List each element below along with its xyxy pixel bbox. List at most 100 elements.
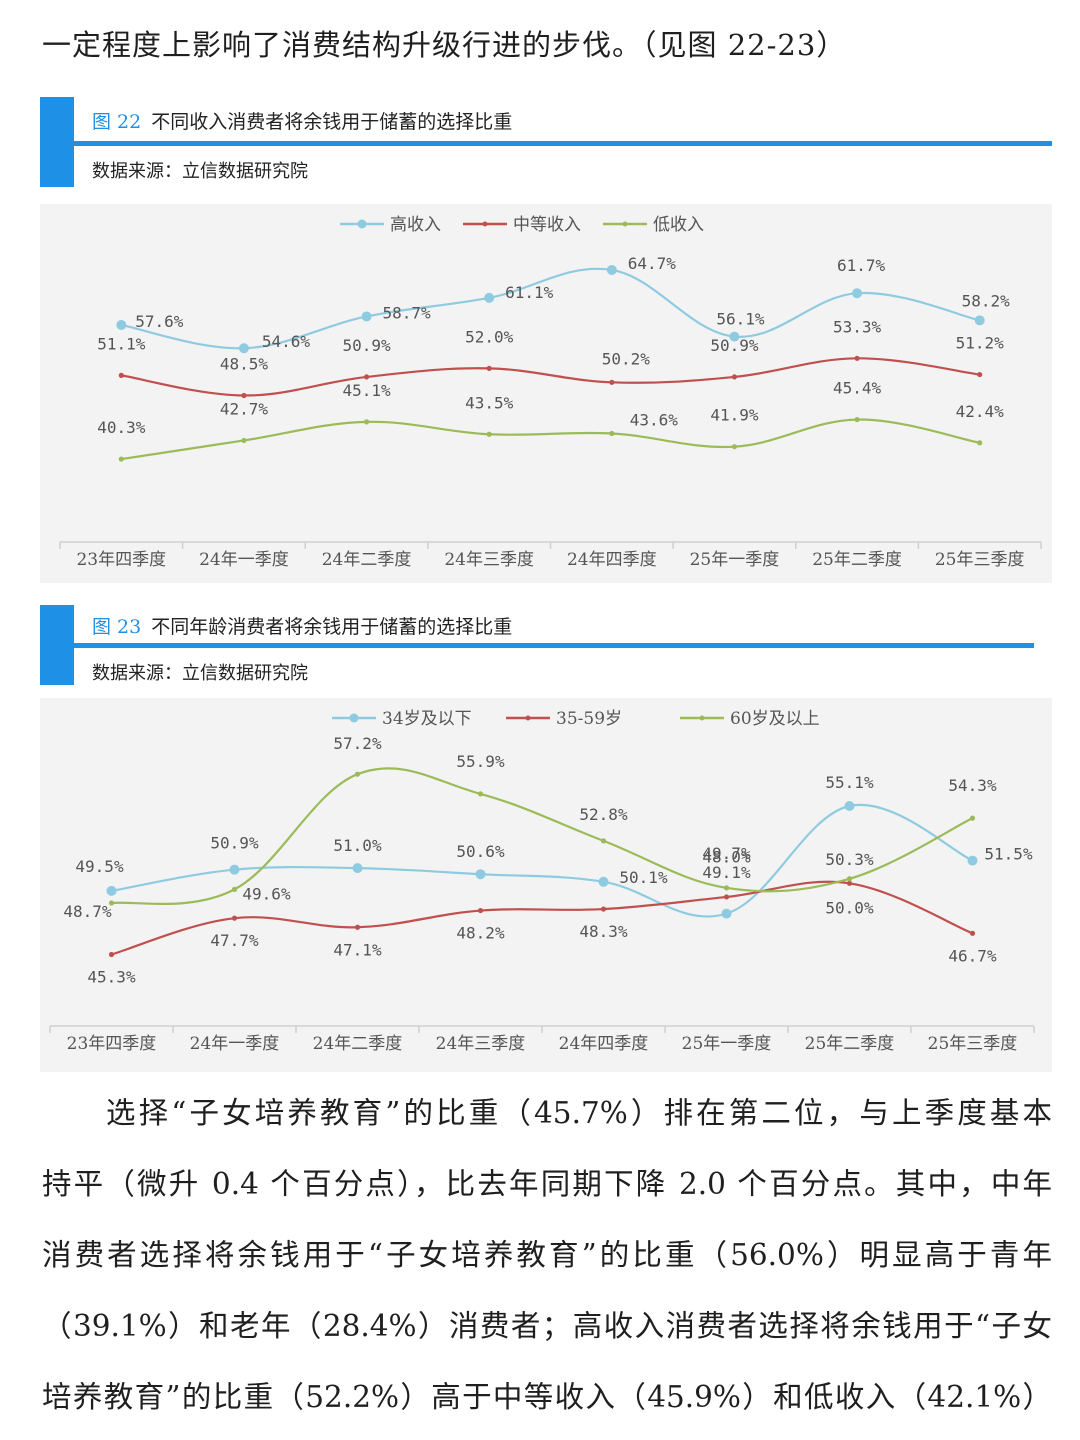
- data-label: 40.3%: [97, 418, 146, 437]
- x-tick-label: 25年一季度: [690, 550, 780, 570]
- legend-item: 35-59岁: [506, 709, 622, 729]
- data-label: 42.7%: [220, 399, 269, 418]
- data-label: 45.4%: [833, 379, 882, 398]
- data-point: [241, 392, 247, 399]
- data-label: 50.0%: [825, 898, 874, 917]
- data-point: [475, 869, 486, 880]
- x-tick-label: 24年四季度: [559, 1034, 649, 1054]
- data-label: 45.1%: [342, 381, 391, 400]
- x-tick-label: 24年三季度: [436, 1034, 526, 1054]
- x-tick-label: 24年四季度: [567, 550, 657, 570]
- body-paragraph: 选择“子女培养教育”的比重（45.7%）排在第二位，与上季度基本 持平（微升 0…: [42, 1078, 1052, 1433]
- legend-item: 34岁及以下: [332, 709, 472, 729]
- data-label: 51.5%: [984, 845, 1033, 864]
- data-point: [846, 876, 853, 882]
- data-point: [598, 876, 609, 887]
- data-label: 49.7%: [702, 844, 751, 863]
- legend-item: 中等收入: [463, 215, 581, 235]
- x-tick-label: 25年三季度: [928, 1034, 1018, 1054]
- data-label: 51.0%: [333, 836, 382, 855]
- x-tick-label: 25年三季度: [935, 550, 1025, 570]
- data-label: 58.7%: [382, 303, 431, 322]
- legend-label: 34岁及以下: [382, 709, 472, 729]
- data-point: [118, 372, 124, 378]
- series-line: [121, 418, 980, 461]
- x-tick-label: 25年一季度: [682, 1034, 772, 1054]
- intro-line: 一定程度上影响了消费结构升级行进的步伐。（见图 22-23）: [42, 28, 847, 62]
- data-point: [354, 771, 361, 777]
- series-line: [121, 357, 980, 397]
- data-point: [486, 365, 492, 371]
- legend-label: 高收入: [390, 215, 441, 235]
- data-label: 61.1%: [505, 283, 554, 302]
- figure-22-source: 数据来源：立信数据研究院: [92, 161, 308, 182]
- data-label: 48.0%: [702, 848, 751, 867]
- data-label: 50.1%: [619, 868, 668, 887]
- figure-rule: [74, 141, 1052, 146]
- data-point: [241, 437, 247, 444]
- data-label: 47.1%: [333, 940, 382, 959]
- data-point: [106, 885, 117, 896]
- data-label: 49.1%: [702, 863, 751, 882]
- data-label: 57.2%: [333, 734, 382, 753]
- data-label: 54.3%: [948, 776, 997, 795]
- data-label: 48.5%: [220, 355, 269, 374]
- data-label: 52.8%: [579, 805, 628, 824]
- data-point: [723, 894, 730, 900]
- data-label: 50.6%: [456, 842, 505, 861]
- chart-23: 23年四季度 24年一季度 24年二季度 24年三季度 24年四季度 25年一季度 25年二…: [40, 698, 1052, 1072]
- data-label: 50.2%: [602, 349, 651, 368]
- legend-label: 低收入: [653, 215, 704, 235]
- paragraph-line: 消费者选择将余钱用于“子女培养教育”的比重（56.0%）明显高于青年: [42, 1238, 1052, 1272]
- data-label: 48.2%: [456, 924, 505, 943]
- data-label: 61.7%: [837, 256, 886, 275]
- legend-swatch-marker: [525, 715, 531, 721]
- legend-label: 35-59岁: [556, 709, 622, 729]
- data-point: [229, 864, 240, 875]
- data-label: 52.0%: [465, 327, 514, 346]
- data-label: 56.1%: [716, 310, 765, 329]
- figure-23-header: 图 23 不同年龄消费者将余钱用于储蓄的选择比重 数据来源：立信数据研究院: [40, 605, 1052, 685]
- data-point: [721, 908, 732, 919]
- data-label: 51.1%: [97, 334, 146, 353]
- legend-item: 60岁及以上: [680, 709, 820, 729]
- data-point: [118, 456, 124, 462]
- x-tick-label: 23年四季度: [67, 1034, 157, 1054]
- data-point: [731, 444, 738, 450]
- figure-rule: [74, 643, 1034, 648]
- figure-accent-bar: [40, 97, 74, 187]
- data-label: 42.4%: [956, 402, 1005, 421]
- figure-22-title-text: 不同收入消费者将余钱用于储蓄的选择比重: [151, 111, 513, 133]
- figure-23-title: 图 23 不同年龄消费者将余钱用于储蓄的选择比重: [92, 612, 512, 639]
- data-point: [977, 371, 983, 378]
- data-point: [974, 315, 985, 326]
- data-point: [477, 791, 484, 797]
- data-point: [609, 379, 615, 385]
- data-point: [108, 900, 115, 906]
- data-label: 47.7%: [210, 931, 259, 950]
- data-point: [969, 930, 976, 936]
- data-label: 55.9%: [456, 752, 505, 771]
- figure-accent-bar: [40, 605, 74, 685]
- data-label: 48.7%: [63, 902, 112, 921]
- data-label: 50.9%: [342, 336, 391, 355]
- data-point: [967, 855, 978, 866]
- data-point: [238, 343, 249, 354]
- data-point: [854, 355, 860, 361]
- data-label: 43.6%: [630, 410, 679, 429]
- data-point: [108, 951, 115, 958]
- series-line: [111, 803, 973, 918]
- figure-23-number: 图 23: [92, 616, 142, 638]
- data-point: [731, 374, 738, 380]
- legend-label: 60岁及以上: [730, 709, 820, 729]
- x-tick-label: 24年二季度: [322, 550, 412, 570]
- figure-22-number: 图 22: [92, 111, 142, 133]
- paragraph-line: 持平（微升 0.4 个百分点），比去年同期下降 2.0 个百分点。其中，中年: [42, 1167, 1052, 1201]
- x-tick-label: 24年三季度: [444, 550, 534, 570]
- data-label: 58.2%: [962, 291, 1011, 310]
- data-label: 49.6%: [242, 884, 291, 903]
- data-label: 64.7%: [628, 254, 677, 273]
- data-point: [606, 264, 617, 275]
- data-point: [846, 880, 853, 886]
- data-point: [729, 331, 740, 342]
